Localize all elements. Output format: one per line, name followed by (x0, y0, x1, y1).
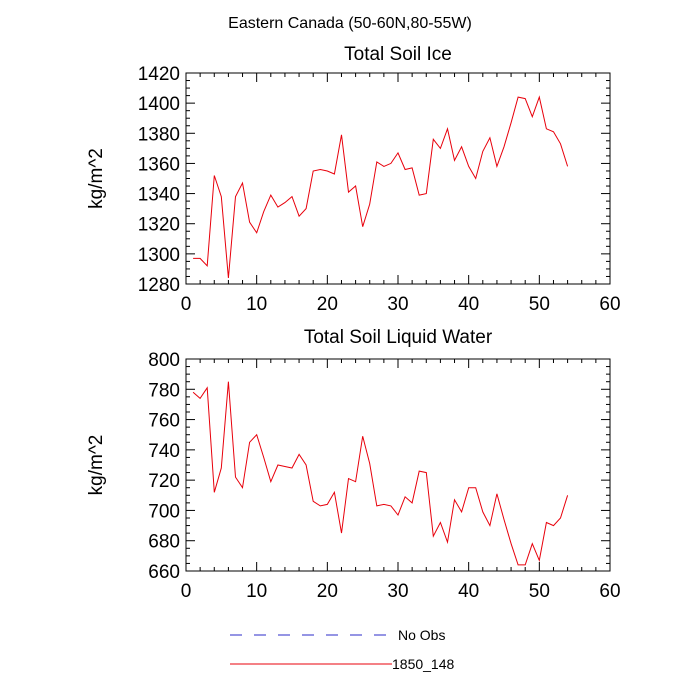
soil-liquid-water-y-tick-label: 760 (148, 411, 180, 432)
soil-liquid-water-y-tick-label: 800 (148, 350, 180, 371)
soil-ice-y-tick-label: 1360 (138, 154, 180, 175)
soil-liquid-water-y-axis-title: kg/m^2 (86, 435, 107, 496)
soil-ice-y-tick-label: 1280 (138, 275, 180, 296)
soil-liquid-water-panel: Total Soil Liquid Water kg/m^2 0 10 20 30 40 50… (86, 327, 621, 602)
soil-ice-y-tick-label: 1420 (138, 64, 180, 85)
soil-liquid-water-title: Total Soil Liquid Water (304, 327, 493, 348)
soil-liquid-water-x-tick-label: 40 (458, 581, 479, 602)
soil-ice-x-tick-label: 30 (387, 294, 408, 315)
soil-liquid-water-y-tick-label: 780 (148, 380, 180, 401)
soil-ice-plot-frame (185, 72, 611, 285)
soil-ice-y-tick-label: 1400 (138, 94, 180, 115)
soil-ice-x-tick-label: 40 (458, 294, 479, 315)
soil-liquid-water-x-tick-label: 20 (317, 581, 338, 602)
soil-liquid-water-y-tick-label: 700 (148, 501, 180, 522)
legend-no-obs-label: No Obs (398, 627, 445, 643)
main-title: Eastern Canada (50-60N,80-55W) (228, 15, 472, 32)
soil-ice-y-axis-title: kg/m^2 (86, 148, 107, 209)
soil-liquid-water-y-tick-label: 680 (148, 532, 180, 553)
legend: No Obs 1850_148 (230, 627, 455, 672)
soil-ice-x-tick-label: 60 (599, 294, 620, 315)
soil-liquid-water-plot-frame (185, 358, 611, 572)
soil-liquid-water-x-tick-label: 10 (246, 581, 267, 602)
soil-ice-x-tick-label: 0 (181, 294, 192, 315)
soil-liquid-water-y-tick-label: 740 (148, 441, 180, 462)
legend-1850-148-label: 1850_148 (392, 656, 455, 672)
soil-ice-y-tick-label: 1300 (138, 245, 180, 266)
soil-ice-x-tick-label: 50 (529, 294, 550, 315)
soil-liquid-water-x-tick-label: 50 (529, 581, 550, 602)
soil-ice-x-tick-label: 20 (317, 294, 338, 315)
soil-ice-y-tick-label: 1380 (138, 124, 180, 145)
soil-ice-x-tick-label: 10 (246, 294, 267, 315)
soil-liquid-water-y-tick-label: 720 (148, 471, 180, 492)
soil-ice-y-tick-label: 1320 (138, 215, 180, 236)
soil-liquid-water-y-tick-label: 660 (148, 562, 180, 583)
soil-ice-y-tick-label: 1340 (138, 185, 180, 206)
soil-liquid-water-series-line-1850-148 (192, 381, 569, 566)
soil-liquid-water-x-tick-label: 30 (387, 581, 408, 602)
soil-liquid-water-x-tick-label: 60 (599, 581, 620, 602)
soil-liquid-water-x-tick-label: 0 (181, 581, 192, 602)
soil-ice-panel: Total Soil Ice kg/m^2 0 10 20 30 40 50 60 1280 130… (86, 44, 621, 315)
soil-ice-series-line-1850-148 (193, 95, 569, 279)
soil-ice-title: Total Soil Ice (344, 44, 452, 65)
